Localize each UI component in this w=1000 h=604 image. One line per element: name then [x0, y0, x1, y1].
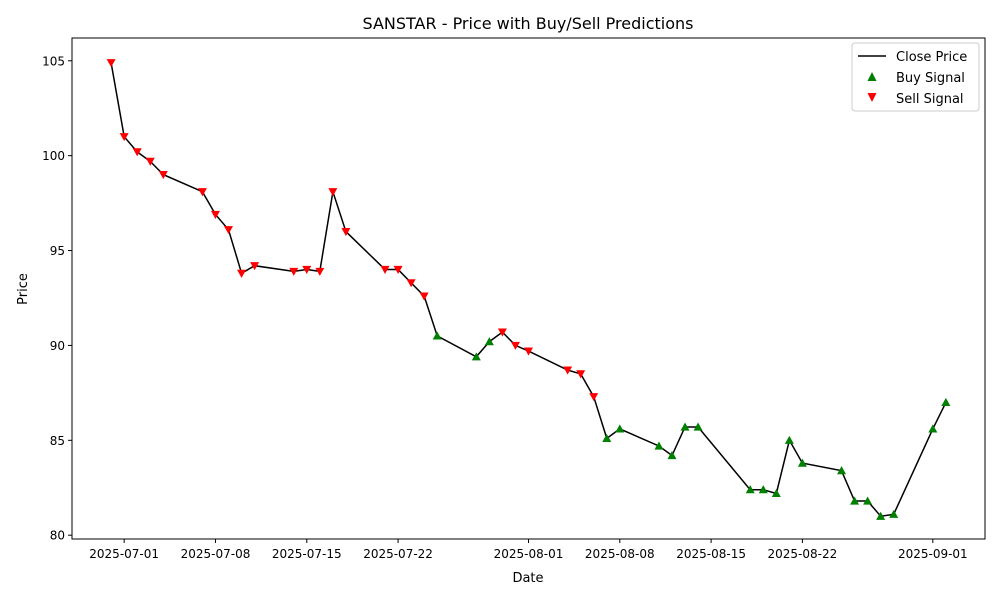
sell-signal-marker	[406, 279, 416, 288]
sell-signal-marker	[419, 292, 429, 301]
x-tick-label: 2025-08-08	[585, 547, 655, 561]
sell-signal-marker	[145, 157, 155, 166]
buy-signal-marker	[432, 331, 442, 340]
buy-signal-marker	[758, 485, 768, 494]
sell-signal-marker	[315, 267, 325, 276]
buy-signal-marker	[680, 422, 690, 431]
buy-signal-marker	[850, 496, 860, 505]
sell-signal-marker	[524, 347, 533, 356]
x-tick-label: 2025-08-01	[494, 547, 564, 561]
buy-signal-marker	[876, 511, 886, 520]
sell-signal-marker	[510, 341, 520, 350]
sell-signal-marker	[210, 210, 220, 219]
sell-signal-marker	[589, 393, 599, 402]
buy-signal-marker	[693, 422, 703, 431]
sell-signal-marker	[132, 148, 142, 157]
legend-close-price-label: Close Price	[896, 50, 967, 65]
sell-signal-marker	[563, 366, 573, 375]
buy-signal-marker	[654, 441, 664, 450]
sell-signal-marker	[237, 269, 247, 278]
x-tick-label: 2025-09-01	[898, 547, 968, 561]
legend: Close Price Buy Signal Sell Signal	[851, 42, 980, 112]
legend-buy-signal-label: Buy Signal	[896, 71, 965, 86]
sell-signal-marker	[224, 226, 234, 235]
plot-area	[106, 59, 951, 520]
x-axis: 2025-07-01 2025-07-08 2025-07-15 2025-07-22…	[89, 539, 968, 561]
y-tick-label: 85	[50, 434, 65, 448]
y-axis: 80 85 90 95 100 105	[42, 54, 72, 543]
sell-signal-marker	[497, 328, 507, 337]
axes-frame	[71, 37, 986, 540]
x-tick-label: 2025-08-22	[768, 547, 838, 561]
y-tick-label: 100	[42, 149, 65, 163]
buy-signal-marker	[863, 496, 873, 505]
buy-signal-marker	[471, 352, 481, 361]
legend-buy-signal-swatch	[867, 72, 877, 81]
sell-signal-marker	[197, 188, 207, 197]
sell-signal-marker	[106, 59, 116, 68]
legend-box	[851, 42, 980, 112]
y-axis-label: Price	[16, 273, 31, 305]
buy-signal-marker	[889, 509, 899, 518]
buy-signal-marker	[745, 485, 755, 494]
legend-sell-signal-swatch	[867, 93, 877, 102]
sell-signal-marker	[250, 262, 260, 271]
x-tick-label: 2025-07-01	[89, 547, 159, 561]
x-tick-label: 2025-07-15	[272, 547, 342, 561]
legend-sell-signal-label: Sell Signal	[896, 92, 964, 107]
buy-signal-marker	[941, 397, 951, 406]
buy-signal-marker	[837, 466, 847, 475]
buy-signal-marker	[667, 451, 677, 460]
sell-signal-marker	[393, 265, 403, 275]
y-tick-label: 95	[50, 244, 65, 258]
sell-signal-marker	[341, 227, 351, 237]
buy-signal-marker	[784, 435, 794, 444]
x-tick-label: 2025-07-22	[363, 547, 433, 561]
sell-signal-marker	[302, 265, 312, 275]
buy-signal-marker	[771, 488, 781, 498]
sell-signal-marker	[380, 265, 390, 275]
buy-signal-marker	[928, 424, 938, 433]
buy-signal-marker	[797, 458, 807, 467]
y-tick-label: 105	[42, 54, 65, 68]
sell-signal-marker	[328, 188, 338, 197]
buy-signal-marker	[484, 337, 494, 346]
sell-signal-marker	[289, 267, 299, 276]
chart-title: SANSTAR - Price with Buy/Sell Prediction…	[363, 14, 694, 33]
x-tick-label: 2025-07-08	[181, 547, 251, 561]
buy-signal-marker	[615, 424, 625, 433]
axes-border	[71, 37, 986, 540]
sell-signal-marker	[119, 133, 129, 142]
close-price-line	[110, 62, 947, 518]
sell-signal-marker	[576, 370, 586, 379]
buy-signal-marker	[602, 433, 612, 443]
x-axis-label: Date	[512, 571, 543, 586]
sell-signal-marker	[158, 171, 168, 180]
y-tick-label: 80	[50, 529, 65, 543]
y-tick-label: 90	[50, 339, 65, 353]
x-tick-label: 2025-08-15	[676, 547, 746, 561]
